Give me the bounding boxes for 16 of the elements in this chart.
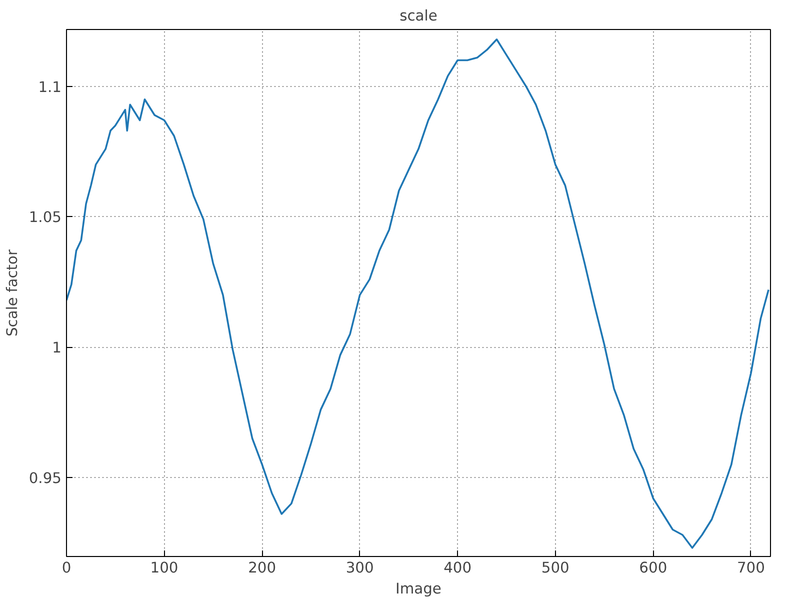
x-tick-label: 700 (736, 560, 765, 576)
y-tick-label: 1.05 (28, 209, 62, 226)
x-tick-label: 600 (639, 560, 668, 576)
x-tick-label: 400 (444, 560, 472, 576)
x-tick-label: 200 (248, 560, 276, 576)
y-axis-title: Scale factor (4, 248, 21, 337)
y-tick-label: 1.1 (38, 78, 62, 96)
x-tick-label: 100 (150, 560, 178, 576)
y-tick-label: 1 (52, 340, 62, 357)
x-tick-label: 300 (346, 560, 374, 576)
x-tick-label: 0 (62, 560, 72, 576)
y-tick-label: 0.95 (28, 470, 62, 487)
x-tick-label: 500 (541, 560, 570, 576)
x-axis-title: Image (396, 580, 442, 598)
line-series (66, 38, 770, 549)
chart-title: scale (400, 8, 438, 24)
